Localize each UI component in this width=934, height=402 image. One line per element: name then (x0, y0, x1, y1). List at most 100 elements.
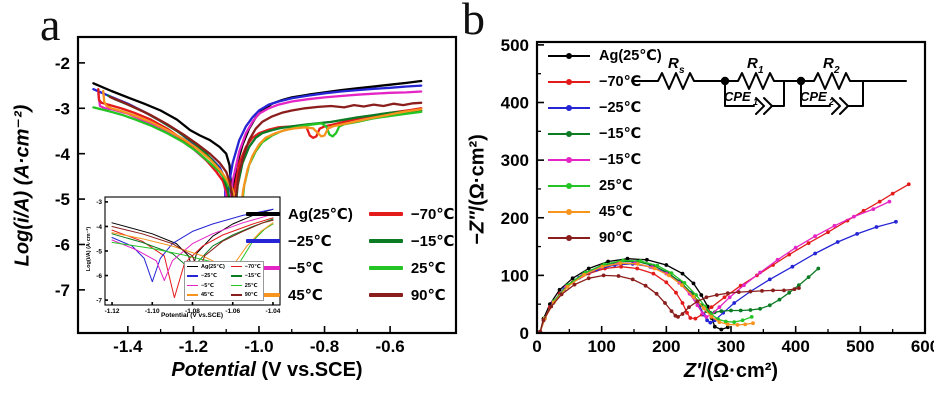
nyquist-marker (557, 287, 562, 292)
nyquist-marker (600, 264, 605, 269)
nyquist-x-tick-label: 100 (587, 337, 615, 356)
legend-label: −25℃ (599, 100, 642, 116)
tafel_main-y-tick-label: -6 (55, 236, 70, 255)
legend-label: −15℃ (244, 273, 261, 279)
legend-marker-line-dot (548, 233, 590, 243)
nyquist-marker (680, 301, 685, 305)
tafel_inset-series--5C (111, 213, 274, 281)
nyquist-marker (709, 305, 714, 309)
nyquist-marker (572, 282, 577, 287)
nyquist-marker (735, 323, 740, 327)
nyquist-marker (606, 259, 610, 264)
nyquist-marker (621, 258, 625, 263)
legend-swatch (230, 294, 242, 296)
nyquist-y-tick-label: 200 (501, 209, 529, 228)
panel-a-label: a (40, 0, 61, 50)
legend-dot (566, 209, 572, 215)
nyquist-marker (664, 280, 669, 285)
nyquist-marker (654, 291, 659, 296)
legend-dot (566, 235, 572, 241)
nyquist-plot-panel-b: 0 100 200 300 400 500 600 0 100 200 300 400 500 (501, 36, 934, 356)
nyquist-x-tick-label: 500 (846, 337, 874, 356)
legend-label: −15℃ (599, 126, 642, 142)
panel-a-x-axis-title-unit: (V vs.SCE) (255, 359, 363, 381)
nyquist-x-tick-label: 200 (652, 337, 680, 356)
nyquist-marker (906, 182, 911, 187)
inset-y-axis-title: Log(i/A) (A·cm⁻²) (86, 194, 92, 304)
nyquist-marker (664, 263, 669, 267)
panel-b-legend: Ag(25℃) −70℃ −25℃ −15℃ −15℃ 25℃ 45℃ 90℃ (548, 47, 662, 247)
legend-item: −25℃ (187, 273, 225, 280)
nyquist-marker (743, 322, 748, 327)
nyquist-series-90C (539, 274, 800, 333)
legend-item: −70℃ (230, 263, 261, 270)
nyquist-x-tick-label: 600 (911, 337, 934, 356)
legend-marker-line-dot (548, 181, 590, 191)
nyquist-y-tick-label: 500 (501, 36, 529, 55)
panel-b-y-axis-title: −Z″/(Ω·cm²) (467, 70, 490, 310)
nyquist-marker (749, 315, 754, 319)
nyquist-marker (758, 270, 762, 275)
legend-dot (566, 105, 572, 111)
nyquist-y-tick-label: 100 (501, 266, 529, 285)
nyquist-marker (725, 322, 730, 327)
legend-label: −5℃ (288, 260, 324, 277)
nyquist-marker (708, 320, 713, 325)
inset-x-axis-title: Potential (V vs.SCE) (112, 312, 272, 319)
nyquist-marker (695, 299, 700, 304)
nyquist-marker (748, 289, 753, 294)
inset-y-axis-title-text: Log(i/A) (A·cm⁻²) (86, 226, 92, 272)
legend-label: Ag(25℃) (201, 263, 225, 270)
nyquist-marker (717, 320, 722, 324)
nyquist-marker (669, 309, 674, 313)
nyquist-marker (705, 318, 709, 323)
nyquist-marker (625, 256, 630, 261)
nyquist-marker (638, 259, 643, 263)
nyquist-marker (719, 327, 724, 332)
nyquist-marker (601, 273, 606, 278)
tafel_inset-y-tick-label: -6 (96, 273, 102, 280)
nyquist-marker (586, 266, 591, 271)
tafel_inset-x-tick-label: -1.06 (225, 308, 240, 315)
circuit-cpe2-branch (800, 80, 864, 107)
nyquist-marker (680, 312, 685, 316)
tafel_main-series--5C (97, 90, 423, 255)
nyquist-marker (887, 199, 892, 204)
nyquist-marker (806, 241, 811, 246)
nyquist-marker (816, 266, 821, 271)
nyquist-marker (852, 214, 856, 219)
nyquist-marker (680, 271, 685, 276)
nyquist-y-tick-label: 400 (501, 94, 529, 113)
nyquist-marker (771, 288, 775, 293)
nyquist-marker (767, 277, 772, 282)
legend-item: 25℃ (548, 177, 662, 195)
cpe2-label: CPE (800, 89, 827, 104)
nyquist-marker (582, 272, 587, 277)
nyquist-marker (541, 318, 546, 323)
legend-label: 90℃ (410, 287, 446, 304)
nyquist-marker (792, 287, 797, 292)
legend-swatch (368, 293, 403, 297)
legend-item: −15℃ (368, 231, 454, 251)
nyquist-marker (732, 320, 737, 324)
nyquist-marker (655, 263, 660, 268)
nyquist-marker (719, 309, 724, 313)
nyquist-marker (813, 234, 817, 239)
nyquist-marker (619, 264, 623, 269)
nyquist-marker (806, 275, 811, 279)
nyquist-marker (890, 191, 895, 196)
inset-legend: Ag(25℃) −70℃ −25℃ −15℃ −5℃ 25℃ 45℃ 90℃ (184, 261, 264, 301)
nyquist-marker (682, 281, 687, 285)
legend-item: Ag(25℃) (246, 204, 353, 224)
tafel_inset-y-tick-label: -7 (96, 297, 102, 304)
panel-a-y-axis-title-text: Log(i/A) (A·cm⁻²) (11, 104, 34, 267)
panel-a-y-axis-title: Log(i/A) (A·cm⁻²) (10, 46, 35, 326)
nyquist-marker (742, 283, 746, 288)
legend-label: −25℃ (288, 233, 332, 250)
cpe1-label-sub: 1 (753, 97, 758, 107)
legend-dot (566, 183, 572, 189)
nyquist-marker (705, 304, 710, 309)
legend-label: Ag(25℃) (288, 206, 353, 223)
nyquist-marker (767, 303, 772, 308)
